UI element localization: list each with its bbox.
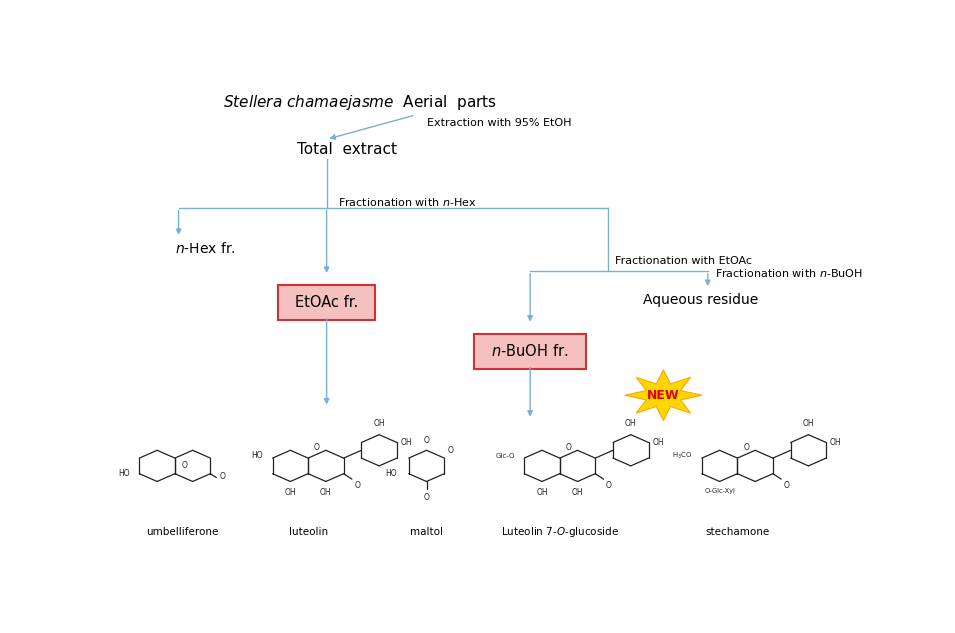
Text: Extraction with 95% EtOH: Extraction with 95% EtOH <box>427 118 571 128</box>
Text: O: O <box>565 443 572 452</box>
Text: stechamone: stechamone <box>705 527 770 537</box>
Text: H$_3$CO: H$_3$CO <box>671 451 692 461</box>
Polygon shape <box>625 370 702 420</box>
Text: O: O <box>605 480 612 490</box>
Text: O: O <box>424 493 430 502</box>
Text: Fractionation with $n$-Hex: Fractionation with $n$-Hex <box>338 196 477 208</box>
Text: OH: OH <box>802 420 815 429</box>
Text: O-Glc-Xyl: O-Glc-Xyl <box>704 487 735 494</box>
Text: O: O <box>354 480 360 490</box>
Text: O: O <box>314 443 320 452</box>
Text: $\it{Stellera\ chamaejasme}$  Aerial  parts: $\it{Stellera\ chamaejasme}$ Aerial part… <box>223 93 497 112</box>
FancyBboxPatch shape <box>278 285 375 320</box>
Text: Luteolin 7-$O$-glucoside: Luteolin 7-$O$-glucoside <box>500 525 619 539</box>
Text: umbelliferone: umbelliferone <box>146 527 219 537</box>
Text: HO: HO <box>385 469 397 478</box>
Text: maltol: maltol <box>410 527 443 537</box>
Text: $n$-BuOH fr.: $n$-BuOH fr. <box>492 343 569 360</box>
Text: NEW: NEW <box>647 389 680 402</box>
Text: luteolin: luteolin <box>288 527 328 537</box>
Text: O: O <box>448 446 454 454</box>
Text: Glc-O: Glc-O <box>496 453 515 459</box>
Text: Fractionation with EtOAc: Fractionation with EtOAc <box>615 256 753 266</box>
FancyBboxPatch shape <box>475 334 586 368</box>
Text: OH: OH <box>401 438 413 447</box>
Text: Fractionation with $n$-BuOH: Fractionation with $n$-BuOH <box>715 266 863 279</box>
Text: HO: HO <box>251 451 264 460</box>
Text: OH: OH <box>320 487 331 497</box>
Text: O: O <box>220 472 225 480</box>
Text: Total  extract: Total extract <box>297 142 397 156</box>
Text: O: O <box>424 436 430 445</box>
Text: OH: OH <box>373 420 385 429</box>
Text: EtOAc fr.: EtOAc fr. <box>295 295 358 310</box>
Text: O: O <box>181 461 187 470</box>
Text: OH: OH <box>625 420 637 429</box>
Text: OH: OH <box>285 487 296 497</box>
Text: HO: HO <box>118 469 130 478</box>
Text: O: O <box>783 480 790 490</box>
Text: Aqueous residue: Aqueous residue <box>643 293 758 307</box>
Text: OH: OH <box>830 438 841 447</box>
Text: O: O <box>743 443 750 452</box>
Text: OH: OH <box>652 438 664 447</box>
Text: OH: OH <box>536 487 548 497</box>
Text: $n$-Hex fr.: $n$-Hex fr. <box>175 242 236 256</box>
Text: OH: OH <box>572 487 584 497</box>
